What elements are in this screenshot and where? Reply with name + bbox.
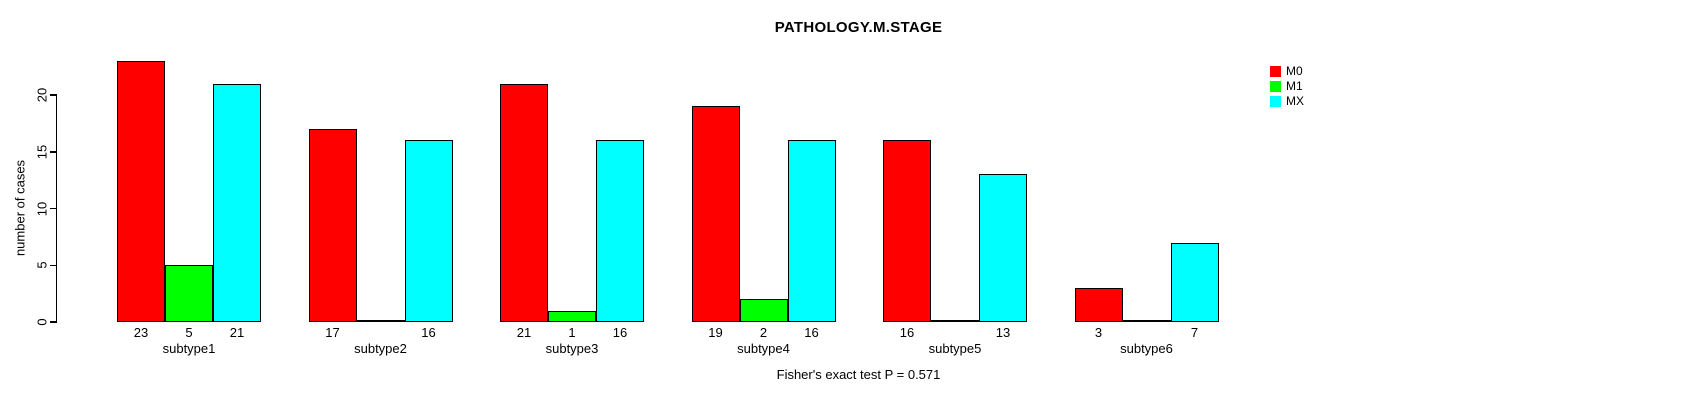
bar-M0-subtype2 <box>308 129 357 322</box>
bar-MX-subtype2 <box>404 140 453 322</box>
x-category-label: subtype6 <box>1120 341 1173 356</box>
y-tick-label: 0 <box>34 318 50 326</box>
bar-M0-subtype5 <box>883 140 931 322</box>
bar-MX-subtype4 <box>787 140 836 322</box>
bar-value-label: 21 <box>516 325 532 340</box>
bar-MX-subtype1 <box>213 83 261 322</box>
bar-value-label: 2 <box>759 325 768 340</box>
bar-M1-subtype1 <box>165 265 213 322</box>
bar-value-label: 7 <box>1190 325 1199 340</box>
bar-value-label: 21 <box>229 325 245 340</box>
bar-M1-subtype4 <box>739 299 788 322</box>
bar-value-label: 16 <box>421 325 436 340</box>
y-tick-mark <box>50 264 57 266</box>
legend-swatch-M0 <box>1270 66 1281 77</box>
bar-M0-subtype4 <box>691 106 740 322</box>
y-tick-mark <box>50 94 57 96</box>
legend-label-M0: M0 <box>1286 64 1303 78</box>
bar-M0-subtype6 <box>1074 287 1123 322</box>
legend-label-M1: M1 <box>1286 79 1303 93</box>
bar-value-label: 16 <box>899 325 915 340</box>
bar-M0-subtype1 <box>117 60 165 322</box>
legend-swatch-M1 <box>1270 81 1281 92</box>
zero-bar-M1-subtype2 <box>356 320 405 322</box>
x-category-label: subtype3 <box>545 341 599 356</box>
y-tick-label: 20 <box>34 87 50 103</box>
bar-value-label: 17 <box>325 325 340 340</box>
bar-value-label: 1 <box>568 325 576 340</box>
bar-MX-subtype3 <box>596 140 644 322</box>
zero-bar-M1-subtype6 <box>1122 320 1171 322</box>
legend-label-MX: MX <box>1286 94 1304 108</box>
y-tick-mark <box>50 151 57 153</box>
x-category-label: subtype2 <box>354 341 407 356</box>
y-tick-mark <box>50 207 57 210</box>
y-tick-label: 10 <box>34 201 50 216</box>
footer-annotation: Fisher's exact test P = 0.571 <box>776 367 941 382</box>
bar-value-label: 23 <box>133 325 149 340</box>
legend-swatch-MX <box>1270 96 1281 107</box>
bar-M0-subtype3 <box>500 83 548 322</box>
bar-MX-subtype6 <box>1170 242 1219 322</box>
bar-value-label: 16 <box>804 325 819 340</box>
bar-MX-subtype5 <box>979 174 1027 322</box>
bar-value-label: 19 <box>708 325 723 340</box>
y-tick-mark <box>50 321 57 323</box>
bar-value-label: 13 <box>995 325 1011 340</box>
bar-value-label: 5 <box>185 325 193 340</box>
y-tick-label: 15 <box>34 144 50 159</box>
y-axis-label: number of cases <box>12 159 28 257</box>
zero-bar-M1-subtype5 <box>931 320 979 322</box>
bar-value-label: 3 <box>1094 325 1103 340</box>
y-tick-label: 5 <box>34 261 50 269</box>
bar-value-label: 16 <box>612 325 628 340</box>
chart-title: PATHOLOGY.M.STAGE <box>774 19 943 36</box>
x-category-label: subtype5 <box>928 341 982 356</box>
x-category-label: subtype1 <box>162 341 216 356</box>
x-category-label: subtype4 <box>737 341 790 356</box>
bar-M1-subtype3 <box>548 310 596 322</box>
